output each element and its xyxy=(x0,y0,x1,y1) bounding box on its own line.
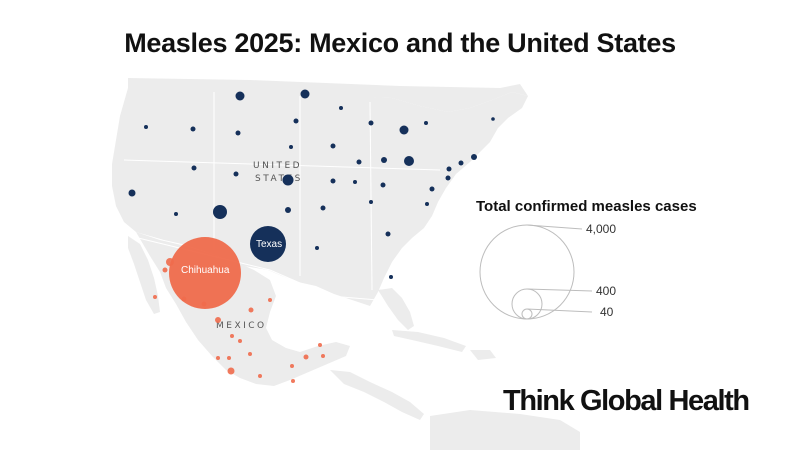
legend-circles xyxy=(479,224,575,320)
mexico-bubble xyxy=(230,334,234,338)
us-bubble xyxy=(293,118,299,124)
us-bubble xyxy=(471,154,477,160)
legend-leaders xyxy=(526,224,593,313)
land-hispaniola xyxy=(470,350,496,360)
mexico-bubble xyxy=(248,307,254,313)
legend-value-400: 400 xyxy=(596,284,617,298)
mexico-bubble xyxy=(215,317,221,323)
us-bubble xyxy=(389,275,393,279)
us-bubble xyxy=(491,117,495,121)
us-bubble xyxy=(368,120,374,126)
mexico-bubble xyxy=(258,374,262,378)
mexico-bubble xyxy=(248,352,252,356)
legend-circle-4000 xyxy=(479,224,575,320)
country-label-us-line2: STATES xyxy=(255,174,303,184)
us-bubble xyxy=(233,171,239,177)
mexico-bubble xyxy=(318,343,322,347)
us-bubble xyxy=(424,121,428,125)
bubble-label-chihuahua: Chihuahua xyxy=(181,265,230,276)
land-canada-edge xyxy=(128,78,528,112)
us-bubble xyxy=(369,200,373,204)
country-label-mexico: MEXICO xyxy=(216,321,267,331)
us-bubble xyxy=(458,160,464,166)
mexico-bubble xyxy=(227,356,231,360)
us-bubble xyxy=(330,178,336,184)
us-bubble xyxy=(380,182,386,188)
us-bubble xyxy=(356,159,362,165)
us-bubble xyxy=(213,205,227,219)
us-bubble xyxy=(174,212,178,216)
us-bubble xyxy=(381,157,387,163)
mexico-bubble xyxy=(303,354,309,360)
chihuahua-bubble xyxy=(169,237,241,309)
us-bubble xyxy=(235,91,245,101)
mexico-bubble xyxy=(290,364,294,368)
us-bubble xyxy=(144,125,148,129)
us-bubble xyxy=(128,189,136,197)
us-bubble xyxy=(320,205,326,211)
us-bubble xyxy=(235,130,241,136)
legend-circle-400 xyxy=(511,288,543,320)
mexico-bubble xyxy=(321,354,325,358)
legend-value-4000: 4,000 xyxy=(586,222,617,236)
us-bubble xyxy=(300,89,310,99)
land-south-america xyxy=(430,410,580,450)
us-bubble xyxy=(404,156,414,166)
us-bubble xyxy=(446,166,452,172)
us-bubble xyxy=(425,202,429,206)
brand-logo: Think Global Health xyxy=(503,385,750,417)
legend-title: Total confirmed measles cases xyxy=(476,198,697,215)
land-central-america xyxy=(330,370,424,420)
us-bubble xyxy=(353,180,357,184)
bubbles-layer xyxy=(128,89,495,383)
mexico-bubble xyxy=(238,339,242,343)
us-bubble xyxy=(330,143,336,149)
us-bubble xyxy=(289,145,293,149)
mexico-bubble xyxy=(268,298,272,302)
country-label-us-line1: UNITED xyxy=(253,161,302,171)
us-bubble xyxy=(445,175,451,181)
texas-bubble xyxy=(250,226,286,262)
us-bubble xyxy=(191,165,197,171)
us-bubble xyxy=(399,125,409,135)
us-bubble xyxy=(429,186,435,192)
legend-circle-40 xyxy=(521,308,533,320)
us-bubble xyxy=(315,246,319,250)
us-bubble xyxy=(285,207,291,213)
mexico-bubble xyxy=(227,367,235,375)
mexico-bubble xyxy=(153,295,157,299)
us-bubble xyxy=(339,106,343,110)
land-cuba xyxy=(392,330,466,352)
chart-title: Measles 2025: Mexico and the United Stat… xyxy=(124,28,676,58)
mexico-bubble xyxy=(291,379,295,383)
mexico-bubble xyxy=(162,267,168,273)
us-bubble xyxy=(385,231,391,237)
land-florida xyxy=(378,288,414,330)
us-bubble xyxy=(190,126,196,132)
mexico-bubble xyxy=(216,356,220,360)
land-baja xyxy=(128,236,160,314)
us-bubble xyxy=(282,174,294,186)
bubble-label-texas: Texas xyxy=(256,239,282,250)
legend-value-40: 40 xyxy=(600,305,614,319)
